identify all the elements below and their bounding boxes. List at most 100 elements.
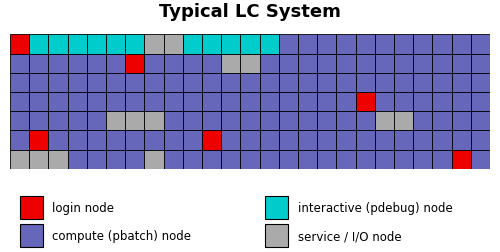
Bar	[87, 73, 106, 92]
Bar	[413, 131, 432, 150]
Bar	[317, 150, 336, 169]
Bar	[106, 73, 125, 92]
Bar	[164, 150, 183, 169]
Bar	[221, 54, 240, 73]
Bar	[279, 92, 298, 112]
Bar	[240, 35, 260, 54]
Bar	[260, 150, 279, 169]
Text: Typical LC System: Typical LC System	[159, 3, 341, 21]
Bar	[87, 112, 106, 131]
Bar	[144, 92, 164, 112]
Bar	[221, 150, 240, 169]
Bar	[240, 73, 260, 92]
Bar	[48, 92, 68, 112]
Bar	[164, 112, 183, 131]
Bar	[432, 35, 452, 54]
Bar	[336, 35, 355, 54]
Bar	[125, 54, 144, 73]
Bar	[356, 54, 375, 73]
Bar	[394, 73, 413, 92]
Bar	[68, 112, 87, 131]
Bar	[144, 54, 164, 73]
Bar	[87, 131, 106, 150]
Bar	[164, 54, 183, 73]
Bar	[183, 150, 202, 169]
Bar	[279, 112, 298, 131]
Bar	[68, 35, 87, 54]
Bar	[375, 112, 394, 131]
Bar	[471, 150, 490, 169]
Bar	[87, 54, 106, 73]
Bar	[317, 73, 336, 92]
Bar	[125, 112, 144, 131]
Bar	[452, 92, 471, 112]
Bar	[183, 35, 202, 54]
Bar	[48, 73, 68, 92]
Bar	[375, 35, 394, 54]
Bar	[29, 35, 48, 54]
Bar	[29, 150, 48, 169]
Text: login node: login node	[52, 201, 114, 214]
Bar	[48, 35, 68, 54]
Bar	[336, 54, 355, 73]
Bar	[452, 35, 471, 54]
Bar	[260, 112, 279, 131]
Bar	[87, 150, 106, 169]
Bar	[202, 35, 221, 54]
Bar	[125, 131, 144, 150]
Bar	[144, 150, 164, 169]
Bar	[394, 112, 413, 131]
Bar	[471, 112, 490, 131]
Bar	[106, 112, 125, 131]
Bar	[413, 150, 432, 169]
Bar	[432, 73, 452, 92]
Bar	[48, 150, 68, 169]
Bar	[164, 92, 183, 112]
Bar	[144, 131, 164, 150]
Bar	[394, 131, 413, 150]
Bar	[260, 92, 279, 112]
Bar	[260, 54, 279, 73]
Text: compute (pbatch) node: compute (pbatch) node	[52, 229, 192, 242]
Bar	[183, 92, 202, 112]
Bar	[164, 73, 183, 92]
Bar	[298, 131, 317, 150]
Bar	[10, 54, 29, 73]
Bar	[413, 112, 432, 131]
Bar	[471, 73, 490, 92]
Bar	[279, 131, 298, 150]
Bar	[356, 150, 375, 169]
Bar	[356, 112, 375, 131]
Bar	[413, 54, 432, 73]
Bar	[68, 150, 87, 169]
Bar	[10, 73, 29, 92]
Bar	[48, 112, 68, 131]
Bar	[48, 131, 68, 150]
Bar	[183, 112, 202, 131]
Bar	[394, 150, 413, 169]
Bar	[298, 54, 317, 73]
Bar	[260, 131, 279, 150]
Bar	[221, 92, 240, 112]
Bar	[68, 54, 87, 73]
Bar	[29, 92, 48, 112]
Bar	[298, 73, 317, 92]
Bar	[336, 112, 355, 131]
Bar	[29, 112, 48, 131]
Bar	[317, 35, 336, 54]
Bar	[356, 92, 375, 112]
Bar	[164, 131, 183, 150]
Bar	[240, 131, 260, 150]
Bar	[452, 131, 471, 150]
Bar	[432, 112, 452, 131]
Bar	[317, 112, 336, 131]
Bar	[452, 112, 471, 131]
Bar	[394, 92, 413, 112]
Bar	[375, 92, 394, 112]
Bar	[279, 54, 298, 73]
Text: service / I/O node: service / I/O node	[298, 229, 401, 242]
Bar	[375, 150, 394, 169]
Bar	[106, 35, 125, 54]
Bar	[221, 112, 240, 131]
Bar	[48, 54, 68, 73]
